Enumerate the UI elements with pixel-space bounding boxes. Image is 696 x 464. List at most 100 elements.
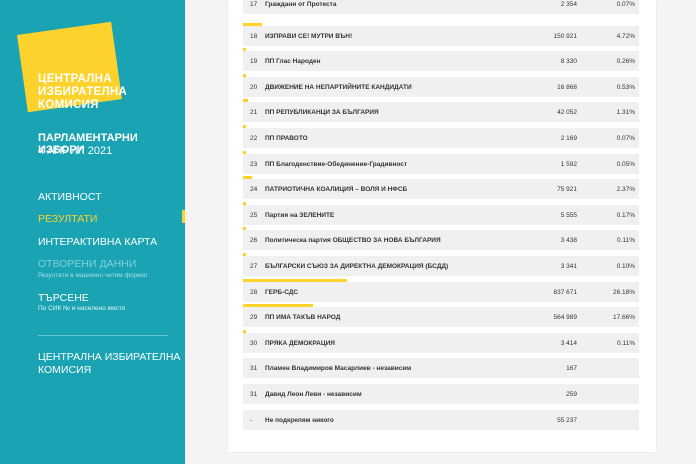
party-name: ПРЯКА ДЕМОКРАЦИЯ: [265, 340, 335, 347]
party-name: ПП РЕПУБЛИКАНЦИ ЗА БЪЛГАРИЯ: [265, 109, 379, 116]
vote-count: 167: [566, 365, 577, 372]
party-name: Граждани от Протеста: [265, 1, 337, 8]
row-number: 25: [250, 212, 258, 219]
vote-count: 259: [566, 391, 577, 398]
vote-count: 837 671: [553, 289, 578, 296]
table-row[interactable]: 30 ПРЯКА ДЕМОКРАЦИЯ 3 414 0.11%: [243, 333, 639, 353]
footer-link[interactable]: ЦЕНТРАЛНА ИЗБИРАТЕЛНА КОМИСИЯ: [38, 351, 180, 377]
share-bar: [243, 176, 252, 179]
nav-search[interactable]: ТЪРСЕНЕ: [38, 292, 89, 304]
vote-count: 3 414: [560, 340, 577, 347]
table-row[interactable]: 21 ПП РЕПУБЛИКАНЦИ ЗА БЪЛГАРИЯ 42 052 1.31%: [243, 102, 639, 122]
footer-line: ЦЕНТРАЛНА ИЗБИРАТЕЛНА: [38, 351, 181, 363]
share-bar: [243, 227, 246, 230]
logo-line: ИЗБИРАТЕЛНА: [38, 86, 128, 98]
share-bar: [243, 74, 246, 77]
vote-count: 5 555: [560, 212, 577, 219]
share-bar: [243, 330, 246, 333]
row-number: -: [250, 417, 253, 424]
row-number: 20: [250, 84, 258, 91]
nav-open-data: ОТВОРЕНИ ДАННИ: [38, 258, 137, 270]
table-row[interactable]: 18 ИЗПРАВИ СЕ! МУТРИ ВЪН! 150 921 4.72%: [243, 26, 639, 46]
vote-percent: 17.66%: [612, 314, 635, 321]
table-row[interactable]: 31 Пламен Владимиров Масарлиев - независи…: [243, 358, 639, 378]
party-name: ПП ПРАВОТО: [265, 135, 308, 142]
row-number: 19: [250, 58, 258, 65]
share-bar: [243, 99, 248, 102]
row-number: 18: [250, 33, 258, 40]
vote-count: 564 989: [553, 314, 578, 321]
row-number: 30: [250, 340, 258, 347]
share-bar: [243, 202, 246, 205]
sidebar-divider: [38, 335, 168, 336]
party-name: Политическа партия ОБЩЕСТВО ЗА НОВА БЪЛГ…: [265, 237, 441, 244]
vote-percent: 0.53%: [616, 84, 635, 91]
table-row[interactable]: 20 ДВИЖЕНИЕ НА НЕПАРТИЙНИТЕ КАНДИДАТИ 16 8…: [243, 77, 639, 97]
vote-count: 3 341: [560, 263, 577, 270]
table-row[interactable]: 29 ПП ИМА ТАКЪВ НАРОД 564 989 17.66%: [243, 307, 639, 327]
vote-count: 55 237: [557, 417, 577, 424]
vote-percent: 0.26%: [616, 58, 635, 65]
vote-percent: 0.07%: [616, 1, 635, 8]
active-indicator: [182, 210, 185, 223]
row-number: 24: [250, 186, 258, 193]
table-row[interactable]: 19 ПП Глас Народен 8 330 0.26%: [243, 51, 639, 71]
row-number: 22: [250, 135, 258, 142]
vote-percent: 0.17%: [616, 212, 635, 219]
share-bar: [243, 151, 246, 154]
nav-interactive-map[interactable]: ИНТЕРАКТИВНА КАРТА: [38, 236, 158, 248]
sidebar: ЦЕНТРАЛНА ИЗБИРАТЕЛНА КОМИСИЯ ПАРЛАМЕНТА…: [0, 0, 185, 464]
nav-results[interactable]: РЕЗУЛТАТИ: [38, 213, 98, 225]
table-row[interactable]: 27 БЪЛГАРСКИ СЪЮЗ ЗА ДИРЕКТНА ДЕМОКРАЦИЯ …: [243, 256, 639, 276]
table-row[interactable]: 31 Давид Леон Леви - независим 259: [243, 384, 639, 404]
vote-count: 16 868: [557, 84, 577, 91]
party-name: ПП Благоденствие-Обединение-Градивност: [265, 161, 408, 168]
party-name: Партия на ЗЕЛЕНИТЕ: [265, 212, 335, 219]
vote-count: 1 592: [560, 161, 577, 168]
row-number: 31: [250, 391, 258, 398]
table-row[interactable]: 28 ГЕРБ-СДС 837 671 26.18%: [243, 282, 639, 302]
table-row[interactable]: 23 ПП Благоденствие-Обединение-Градивност…: [243, 154, 639, 174]
table-row[interactable]: 26 Политическа партия ОБЩЕСТВО ЗА НОВА БЪ…: [243, 230, 639, 250]
vote-percent: 0.11%: [617, 237, 635, 244]
party-name: Не подкрепям никого: [265, 417, 334, 424]
row-number: 26: [250, 237, 258, 244]
table-row[interactable]: - Не подкрепям никого 55 237: [243, 410, 639, 430]
vote-percent: 0.07%: [616, 135, 635, 142]
share-bar: [243, 253, 246, 256]
footer-line: КОМИСИЯ: [38, 364, 92, 376]
vote-percent: 0.05%: [616, 161, 635, 168]
party-name: ДВИЖЕНИЕ НА НЕПАРТИЙНИТЕ КАНДИДАТИ: [265, 84, 412, 91]
share-bar: [243, 304, 313, 307]
nav-open-data-subtitle: Резултати в машинно четим формат: [38, 272, 149, 279]
row-number: 28: [250, 289, 258, 296]
logo[interactable]: ЦЕНТРАЛНА ИЗБИРАТЕЛНА КОМИСИЯ: [38, 73, 127, 112]
party-name: ИЗПРАВИ СЕ! МУТРИ ВЪН!: [265, 33, 353, 40]
election-title: ПАРЛАМЕНТАРНИ ИЗБОРИ: [38, 132, 138, 156]
share-bar: [243, 23, 262, 26]
vote-percent: 0.10%: [616, 263, 635, 270]
vote-count: 2 354: [560, 1, 577, 8]
vote-count: 150 921: [553, 33, 578, 40]
nav-activity[interactable]: АКТИВНОСТ: [38, 191, 102, 203]
vote-count: 42 052: [557, 109, 577, 116]
row-number: 21: [250, 109, 258, 116]
share-bar: [243, 279, 347, 282]
vote-count: 3 438: [560, 237, 577, 244]
table-row[interactable]: 24 ПАТРИОТИЧНА КОАЛИЦИЯ – ВОЛЯ И НФСБ 75 9…: [243, 179, 639, 199]
row-number: 27: [250, 263, 258, 270]
table-row[interactable]: 25 Партия на ЗЕЛЕНИТЕ 5 555 0.17%: [243, 205, 639, 225]
share-bar: [243, 125, 246, 128]
table-row[interactable]: 17 Граждани от Протеста 2 354 0.07%: [243, 0, 639, 14]
party-name: БЪЛГАРСКИ СЪЮЗ ЗА ДИРЕКТНА ДЕМОКРАЦИЯ (Б…: [265, 263, 449, 270]
party-name: ПП Глас Народен: [265, 58, 321, 65]
vote-percent: 1.31%: [616, 109, 635, 116]
party-name: Пламен Владимиров Масарлиев - независим: [265, 365, 412, 372]
party-name: Давид Леон Леви - независим: [265, 391, 362, 398]
table-row[interactable]: 22 ПП ПРАВОТО 2 169 0.07%: [243, 128, 639, 148]
logo-line: КОМИСИЯ: [38, 99, 99, 111]
vote-count: 8 330: [560, 58, 577, 65]
row-number: 17: [250, 1, 258, 8]
logo-line: ЦЕНТРАЛНА: [38, 73, 112, 85]
vote-percent: 4.72%: [616, 33, 635, 40]
